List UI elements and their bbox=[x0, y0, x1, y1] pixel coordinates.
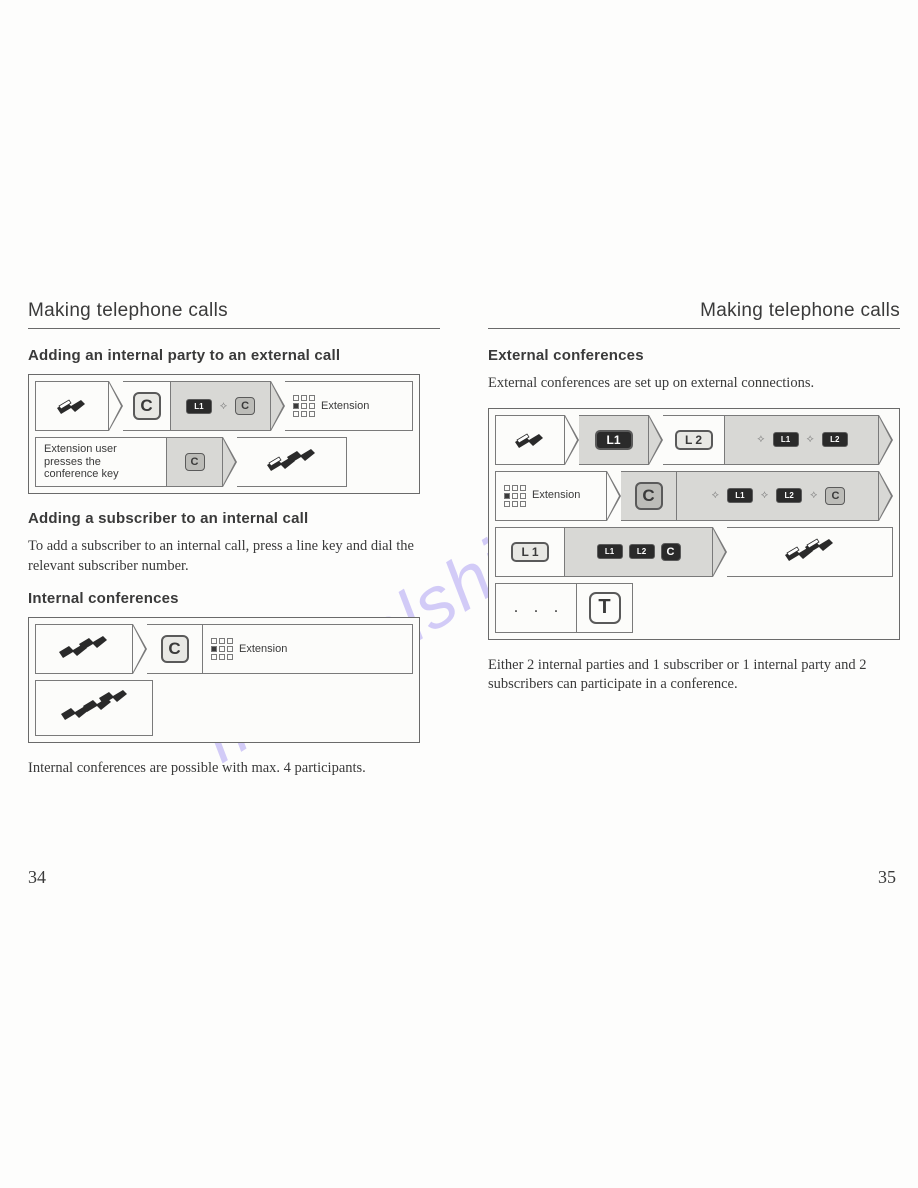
section-add-subscriber: Adding a subscriber to an internal call bbox=[28, 510, 440, 527]
spark-icon: ⟡ bbox=[761, 489, 768, 502]
diagram-row: C L1 ⟡ C Extension bbox=[35, 381, 413, 431]
dots-cell: . . . bbox=[495, 583, 577, 633]
l1-key-icon: L 1 bbox=[511, 542, 549, 562]
external-conf-body: External conferences are set up on exter… bbox=[488, 374, 900, 394]
c-key-icon: C bbox=[635, 482, 663, 510]
extension-cell: Extension bbox=[203, 624, 413, 674]
handset-icon bbox=[513, 426, 547, 454]
extension-cell: Extension bbox=[495, 471, 607, 521]
left-header: Making telephone calls bbox=[28, 300, 440, 322]
page-number-left: 34 bbox=[28, 867, 46, 888]
l1-key-icon: L1 bbox=[186, 399, 212, 414]
l1-small-icon: L1 bbox=[597, 544, 623, 559]
handset-cell bbox=[495, 415, 565, 465]
page-spread: Making telephone calls Adding an interna… bbox=[28, 300, 900, 793]
internal-conf-note: Internal conferences are possible with m… bbox=[28, 759, 440, 779]
diagram-row: . . . T bbox=[495, 583, 893, 633]
right-header-rule bbox=[488, 328, 900, 329]
chevron-icon bbox=[109, 381, 123, 431]
status-cell: ⟡ L1 ⟡ L2 ⟡ C bbox=[677, 471, 879, 521]
c-key-icon: C bbox=[133, 392, 161, 420]
l2-cell: L 2 bbox=[663, 415, 725, 465]
handset-icon bbox=[55, 392, 89, 420]
section-external-conferences: External conferences bbox=[488, 347, 900, 364]
c-key-small-icon: C bbox=[825, 487, 845, 505]
handset-pair-icon bbox=[265, 445, 319, 479]
handset-pair-icon bbox=[783, 535, 837, 569]
l1-small-icon: L1 bbox=[727, 488, 753, 503]
diagram-row bbox=[35, 680, 413, 736]
l2-small-icon: L2 bbox=[822, 432, 848, 447]
diagram-row: L1 L 2 ⟡ L1 ⟡ L2 bbox=[495, 415, 893, 465]
key-c-cell: C bbox=[167, 437, 223, 487]
extension-label: Extension bbox=[239, 643, 287, 656]
handset-pair-cell bbox=[237, 437, 347, 487]
l1-cell: L 1 bbox=[495, 527, 565, 577]
diagram-row: Extension user presses the conference ke… bbox=[35, 437, 413, 487]
spark-icon: ⟡ bbox=[712, 489, 719, 502]
status-cell: L1 L2 C bbox=[565, 527, 713, 577]
handset-cell bbox=[35, 381, 109, 431]
chevron-icon bbox=[607, 471, 621, 521]
handset-triple-icon bbox=[59, 688, 129, 728]
chevron-icon bbox=[649, 415, 663, 465]
right-header: Making telephone calls bbox=[488, 300, 900, 322]
spark-icon: ⟡ bbox=[810, 489, 817, 502]
status-cell: ⟡ L1 ⟡ L2 bbox=[725, 415, 879, 465]
spark-icon: ⟡ bbox=[807, 433, 814, 446]
c-key-icon: C bbox=[161, 635, 189, 663]
status-cell: L1 ⟡ C bbox=[171, 381, 271, 431]
l1-cell: L1 bbox=[579, 415, 649, 465]
keypad-icon bbox=[211, 638, 233, 660]
extension-cell: Extension bbox=[285, 381, 413, 431]
l2-key-icon: L 2 bbox=[675, 430, 713, 450]
handset-pair-cell bbox=[35, 624, 133, 674]
chevron-icon bbox=[713, 527, 727, 577]
spark-icon: ⟡ bbox=[220, 400, 227, 413]
l1-small-icon: L1 bbox=[773, 432, 799, 447]
keypad-icon bbox=[293, 395, 315, 417]
left-page: Making telephone calls Adding an interna… bbox=[28, 300, 440, 793]
key-c-cell: C bbox=[123, 381, 171, 431]
key-c-cell: C bbox=[147, 624, 203, 674]
spark-icon: ⟡ bbox=[757, 433, 764, 446]
diagram-row: L 1 L1 L2 C bbox=[495, 527, 893, 577]
instruction-text: Extension user presses the conference ke… bbox=[44, 443, 158, 481]
external-conf-note: Either 2 internal parties and 1 subscrib… bbox=[488, 656, 900, 695]
diagram-row: Extension C ⟡ L1 ⟡ L2 ⟡ C bbox=[495, 471, 893, 521]
handset-pair-icon bbox=[57, 632, 111, 666]
chevron-icon bbox=[879, 415, 893, 465]
chevron-icon bbox=[133, 624, 147, 674]
extension-label: Extension bbox=[532, 489, 580, 502]
instruction-cell: Extension user presses the conference ke… bbox=[35, 437, 167, 487]
key-t-cell: T bbox=[577, 583, 633, 633]
diagram-row: C Extension bbox=[35, 624, 413, 674]
l1-key-icon: L1 bbox=[595, 430, 633, 450]
chevron-icon bbox=[271, 381, 285, 431]
left-header-rule bbox=[28, 328, 440, 329]
section-add-internal-party: Adding an internal party to an external … bbox=[28, 347, 440, 364]
key-c-cell: C bbox=[621, 471, 677, 521]
chevron-icon bbox=[223, 437, 237, 487]
right-page: Making telephone calls External conferen… bbox=[488, 300, 900, 793]
diagram-external-conferences: L1 L 2 ⟡ L1 ⟡ L2 bbox=[488, 408, 900, 640]
diagram-add-internal-party: C L1 ⟡ C Extension bbox=[28, 374, 420, 494]
add-subscriber-body: To add a subscriber to an internal call,… bbox=[28, 537, 440, 576]
ellipsis-icon: . . . bbox=[514, 599, 564, 617]
chevron-icon bbox=[565, 415, 579, 465]
l2-small-icon: L2 bbox=[776, 488, 802, 503]
diagram-internal-conferences: C Extension bbox=[28, 617, 420, 743]
keypad-icon bbox=[504, 485, 526, 507]
handset-pair-cell bbox=[727, 527, 893, 577]
chevron-icon bbox=[879, 471, 893, 521]
c-key-small-icon: C bbox=[185, 453, 205, 471]
handset-triple-cell bbox=[35, 680, 153, 736]
l2-small-icon: L2 bbox=[629, 544, 655, 559]
c-key-small-icon: C bbox=[661, 543, 681, 561]
page-number-right: 35 bbox=[878, 867, 896, 888]
t-key-icon: T bbox=[589, 592, 621, 624]
extension-label: Extension bbox=[321, 400, 369, 413]
c-key-small-icon: C bbox=[235, 397, 255, 415]
section-internal-conferences: Internal conferences bbox=[28, 590, 440, 607]
